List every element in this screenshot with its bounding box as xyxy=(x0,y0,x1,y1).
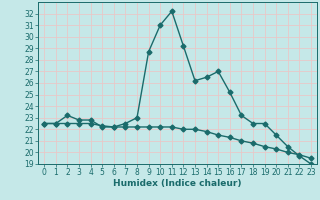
X-axis label: Humidex (Indice chaleur): Humidex (Indice chaleur) xyxy=(113,179,242,188)
